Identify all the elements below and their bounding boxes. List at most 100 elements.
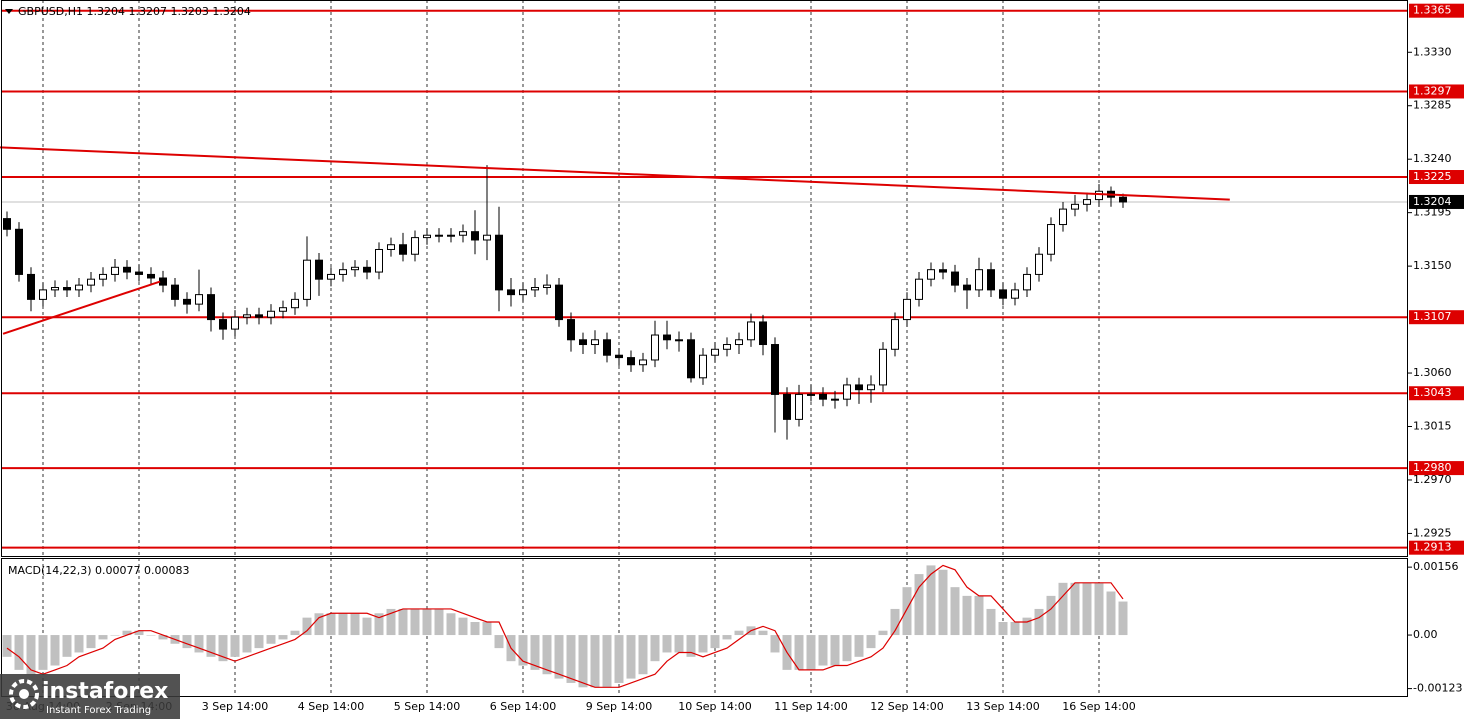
trend-line xyxy=(2,280,161,335)
y-tick-label: 1.2970 xyxy=(1413,473,1452,486)
candle-body xyxy=(495,234,503,291)
macd-bar xyxy=(494,635,504,649)
candle-body xyxy=(1119,196,1127,203)
macd-title: MACD(14,22,3) 0.00077 0.00083 xyxy=(8,564,190,577)
candle-body xyxy=(351,266,359,271)
macd-bar xyxy=(26,635,36,675)
macd-bar xyxy=(710,635,720,649)
candle-body xyxy=(699,354,707,379)
candle-body xyxy=(939,269,947,273)
candle-body xyxy=(819,393,827,400)
macd-bar xyxy=(1058,582,1068,636)
candle-body xyxy=(531,287,539,291)
macd-bar xyxy=(1034,608,1044,636)
candle-body xyxy=(543,284,551,289)
candle-body xyxy=(747,321,755,341)
candle-body xyxy=(87,278,95,286)
candle-body xyxy=(1011,289,1019,299)
candle-body xyxy=(687,339,695,379)
main-frame xyxy=(1,0,1408,557)
candle-body xyxy=(75,284,83,291)
candle-body xyxy=(783,393,791,420)
candle-body xyxy=(135,271,143,275)
candle-body xyxy=(315,259,323,280)
macd-bar xyxy=(554,635,564,679)
current-price-box xyxy=(1409,194,1464,209)
macd-bar xyxy=(146,635,156,636)
x-tick-label: 6 Sep 14:00 xyxy=(490,700,556,713)
candle-body xyxy=(1071,203,1079,210)
y-tick-label: -0.00123 xyxy=(1413,682,1462,695)
candle-body xyxy=(591,339,599,346)
macd-bar xyxy=(518,635,528,666)
macd-bar xyxy=(386,608,396,636)
candle-body xyxy=(291,298,299,309)
macd-bar xyxy=(458,617,468,636)
candle-body xyxy=(111,266,119,275)
macd-bar xyxy=(854,635,864,657)
macd-bar xyxy=(374,613,384,636)
macd-bar xyxy=(350,613,360,636)
macd-bar xyxy=(242,635,252,653)
macd-bar xyxy=(158,635,168,640)
level-label-box xyxy=(1409,540,1464,555)
macd-bar xyxy=(74,635,84,653)
level-label: 1.3297 xyxy=(1413,84,1452,97)
signal-line xyxy=(6,564,1124,688)
x-tick-label: 13 Sep 14:00 xyxy=(966,700,1039,713)
candle-body xyxy=(411,237,419,255)
candle-body xyxy=(675,339,683,342)
macd-bar xyxy=(1118,601,1128,636)
candle-body xyxy=(459,231,467,236)
x-tick-label: 12 Sep 14:00 xyxy=(870,700,943,713)
macd-bar xyxy=(734,630,744,636)
level-label: 1.2980 xyxy=(1413,461,1452,474)
candle-body xyxy=(627,357,635,366)
candle-body xyxy=(831,398,839,401)
candle-body xyxy=(171,284,179,300)
candle-body xyxy=(579,339,587,346)
macd-bar xyxy=(1010,621,1020,636)
candle-body xyxy=(1047,224,1055,255)
macd-bar xyxy=(974,595,984,636)
macd-bar xyxy=(662,635,672,653)
y-tick-label: 1.3240 xyxy=(1413,152,1452,165)
level-label-box xyxy=(1409,461,1464,476)
macd-bar xyxy=(686,635,696,657)
y-tick-label: 0.00156 xyxy=(1413,560,1459,573)
macd-bar xyxy=(650,635,660,662)
macd-bar xyxy=(998,621,1008,636)
x-tick-label: 16 Sep 14:00 xyxy=(1062,700,1135,713)
candle-body xyxy=(159,277,167,286)
macd-bar xyxy=(2,635,12,657)
candle-body xyxy=(975,269,983,291)
candle-body xyxy=(951,271,959,286)
candle-body xyxy=(615,354,623,359)
candle-body xyxy=(207,294,215,321)
plot-layer: 1.33301.32851.32401.31951.31501.30601.30… xyxy=(0,0,1464,696)
level-label-box xyxy=(1409,3,1464,18)
macd-bar xyxy=(722,635,732,640)
macd-bar xyxy=(578,635,588,688)
candle-body xyxy=(759,321,767,346)
x-tick-label: 4 Sep 14:00 xyxy=(298,700,364,713)
macd-bar xyxy=(830,635,840,666)
macd-bar xyxy=(50,635,60,666)
macd-bar xyxy=(530,635,540,670)
macd-bar xyxy=(134,630,144,636)
candle-body xyxy=(807,393,815,396)
candle-body xyxy=(15,228,23,275)
macd-bar xyxy=(422,608,432,636)
macd-bar xyxy=(794,635,804,670)
candle-body xyxy=(795,393,803,420)
candle-body xyxy=(27,273,35,300)
candle-body xyxy=(3,218,11,230)
watermark-logo-center xyxy=(19,689,29,699)
candle-body xyxy=(423,234,431,239)
level-label-box xyxy=(1409,84,1464,99)
candle-body xyxy=(339,269,347,275)
watermark-logo xyxy=(9,679,39,709)
macd-bar xyxy=(842,635,852,662)
level-label-box xyxy=(1409,170,1464,185)
y-tick-label: 1.3060 xyxy=(1413,366,1452,379)
